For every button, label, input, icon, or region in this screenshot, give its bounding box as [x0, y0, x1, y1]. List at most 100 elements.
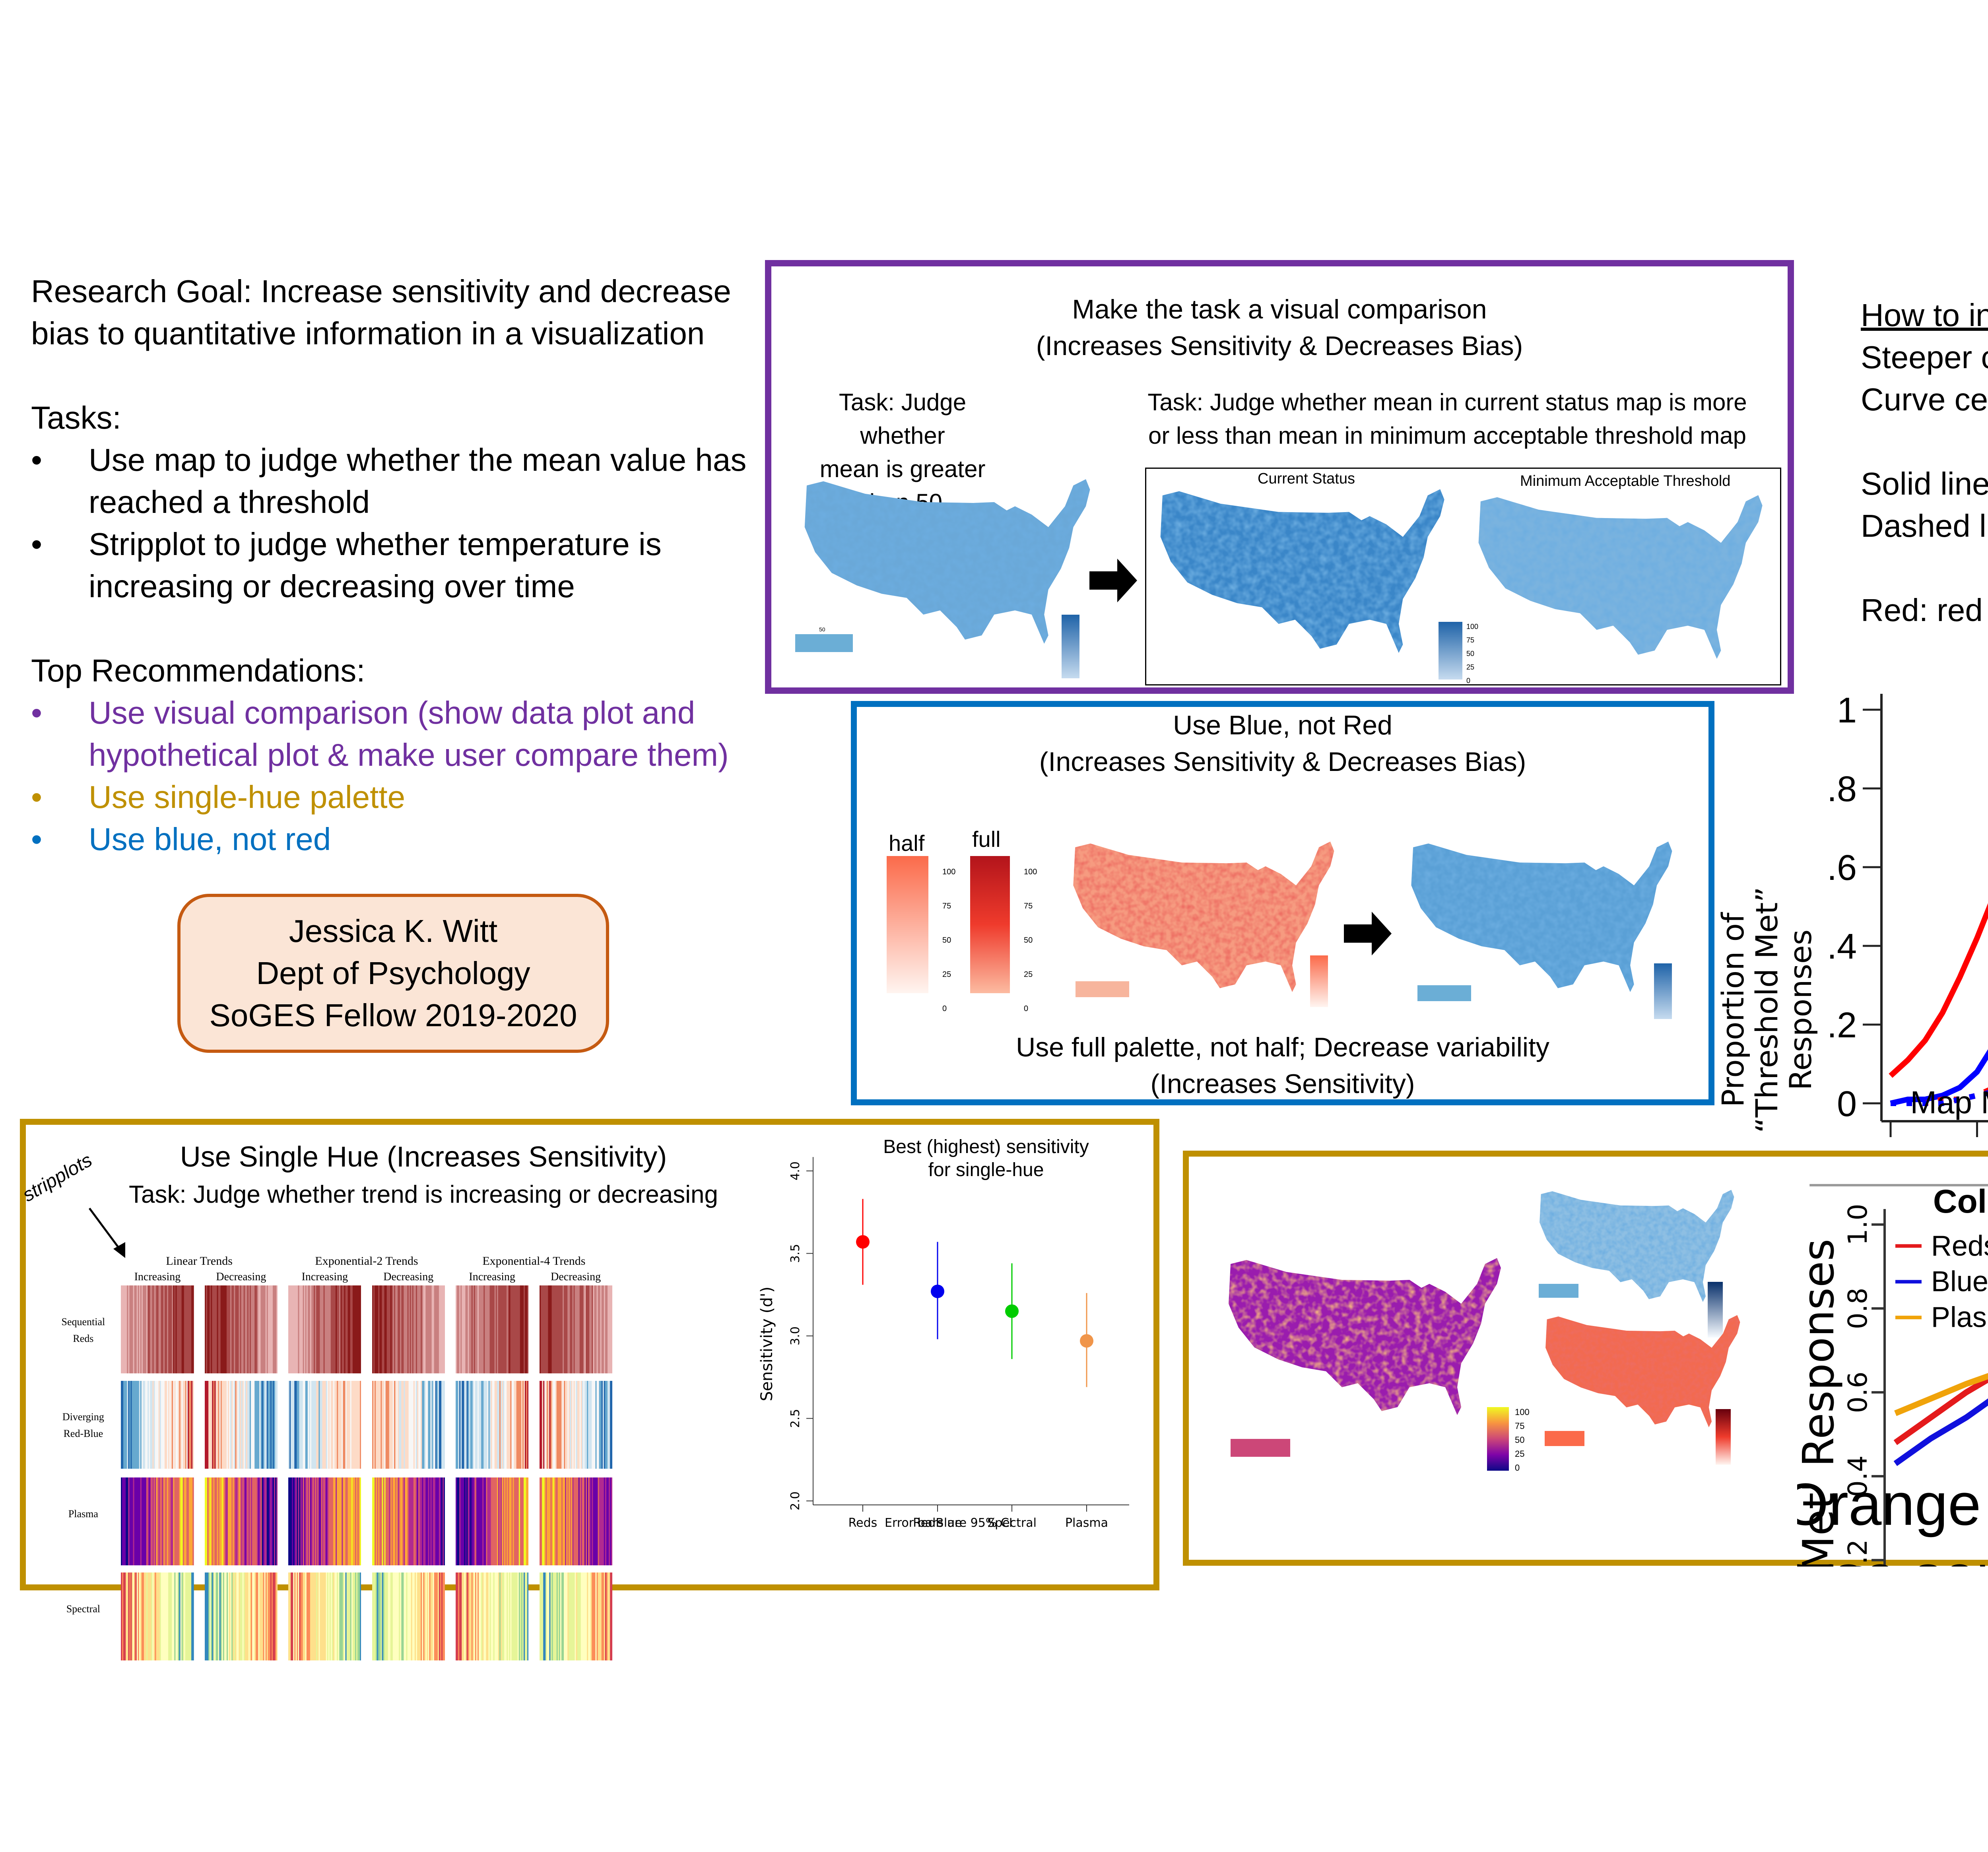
- stripplot-direction-header: Decreasing: [216, 1271, 266, 1283]
- stripplot: [121, 1477, 194, 1566]
- colorbar: [1654, 963, 1672, 1019]
- plasma-colorbar: [1487, 1407, 1509, 1471]
- stripplot-grid: Linear Trends Exponential-2 Trends Exponen…: [26, 1125, 781, 1661]
- stripplot: [372, 1572, 445, 1661]
- full-label: full: [972, 827, 1001, 852]
- legend-swatch-50: [1076, 981, 1129, 997]
- y-tick-label: 3.5: [788, 1244, 802, 1263]
- author-box: Jessica K. Witt Dept of Psychology SoGES…: [177, 894, 609, 1053]
- stripplot: [539, 1380, 612, 1469]
- task-comparison: Task: Judge whether mean in current stat…: [1147, 389, 1747, 449]
- stripplot: [456, 1477, 529, 1566]
- series-line-plasma: [1894, 1373, 1988, 1416]
- left-column: Research Goal: Increase sensitivity and …: [31, 270, 767, 860]
- annotation-line1: Orange curve less steep →: [1797, 1471, 1988, 1538]
- threshold-label: Minimum Acceptable Threshold: [1520, 473, 1731, 489]
- series-line-blue-single-map: [1890, 1049, 1988, 1106]
- color-palette-chart: Color Palette Proportion 'Threshold Met'…: [1737, 1153, 1988, 1852]
- stripplot: [288, 1572, 361, 1661]
- color-palette-svg: Color Palette Proportion 'Threshold Met'…: [1737, 1182, 1988, 1852]
- task-single-map: Task: Judge whether mean is greater than…: [819, 389, 986, 516]
- legend-swatch-50: [795, 634, 853, 652]
- y-tick-label: 1.0: [1842, 1204, 1873, 1245]
- comparison-maps-box: Current Status Minimum Acceptable Thresh…: [1145, 468, 1781, 685]
- x-axis-label: Map Mean – Threshold of 50: [1910, 1085, 1988, 1120]
- y-tick-label: .2: [1827, 1006, 1857, 1045]
- stripplot: [204, 1572, 278, 1661]
- y-tick-label: 2.5: [788, 1409, 802, 1428]
- legend-swatch-50: [1539, 1284, 1578, 1298]
- visual-comparison-panel: Make the task a visual comparison (Incre…: [765, 260, 1794, 694]
- stripplot: [288, 1285, 361, 1374]
- legend-label: Blues: [1931, 1266, 1988, 1298]
- author-name: Jessica K. Witt: [289, 913, 498, 949]
- y-tick-label: 4.0: [788, 1161, 802, 1180]
- bullet-icon: •: [31, 821, 43, 857]
- recommendations-list: • Use visual comparison (show data plot a…: [31, 692, 767, 860]
- stripplot: [288, 1477, 361, 1566]
- bullet-icon: •: [31, 526, 43, 562]
- colorbar-ticks: 100 75 50 25 0: [1515, 1407, 1530, 1473]
- task-item: • Stripplot to judge whether temperature …: [31, 523, 767, 608]
- panel-title: Make the task a visual comparison (Incre…: [1036, 294, 1523, 361]
- stripplot: [204, 1285, 278, 1374]
- data-point: [931, 1284, 944, 1298]
- chart-title: Color Palette: [1933, 1182, 1988, 1220]
- tasks-heading: Tasks:: [31, 400, 121, 435]
- red-map: [1068, 836, 1338, 1003]
- stripplot-direction-header: Increasing: [469, 1271, 515, 1283]
- recommendation-single-hue: • Use single-hue palette: [31, 776, 767, 818]
- full-palette-colorbar: [970, 856, 1010, 993]
- stripplot: [204, 1477, 278, 1566]
- stripplot-group-header: Exponential-4 Trends: [482, 1254, 586, 1268]
- y-tick-label: 1: [1837, 691, 1857, 730]
- stripplot-row-label: Diverging Red-Blue: [62, 1411, 104, 1440]
- chart-title-line2: for single-hue: [928, 1159, 1044, 1180]
- data-point: [856, 1235, 870, 1249]
- stripplot: [539, 1285, 612, 1374]
- stripplot: [456, 1380, 529, 1469]
- half-colorbar-ticks: 100 75 50 25 0: [942, 868, 956, 1013]
- legend-swatch-50: [1545, 1431, 1584, 1446]
- y-tick-label: 0: [1837, 1084, 1857, 1124]
- series-line-blue-map-comparison: [1891, 1090, 1988, 1106]
- stripplot: [456, 1285, 529, 1374]
- research-goal-line1: Research Goal: Increase sensitivity and …: [31, 274, 731, 309]
- bullet-icon: •: [31, 779, 43, 815]
- bullet-icon: •: [31, 442, 43, 478]
- chart-title-line1: Best (highest) sensitivity: [883, 1136, 1089, 1157]
- sensitivity-chart: Best (highest) sensitivity for single-hu…: [747, 1129, 1157, 1586]
- data-point: [1080, 1334, 1093, 1348]
- author-fellowship: SoGES Fellow 2019-2020: [209, 998, 577, 1033]
- stripplot: [539, 1477, 612, 1566]
- blue-not-red-panel: Use Blue, not Red (Increases Sensitivity…: [851, 701, 1714, 1105]
- arrow-right-icon: [1089, 559, 1137, 604]
- colorbar: [1439, 622, 1462, 679]
- stripplot: [372, 1285, 445, 1374]
- interpretation-notes: How to interpret Map Graphs Steeper curv…: [1861, 294, 1988, 631]
- series-line-blues: [1893, 1398, 1988, 1466]
- panel-task: Task: Judge whether trend is increasing …: [129, 1181, 718, 1208]
- arrow-right-icon: [1344, 912, 1392, 957]
- stripplot-direction-header: Decreasing: [383, 1271, 434, 1283]
- stripplot: [372, 1477, 445, 1566]
- y-tick-label: 3.0: [788, 1326, 802, 1345]
- x-tick-label: Reds: [848, 1516, 878, 1530]
- recommendation-visual-comparison: • Use visual comparison (show data plot a…: [31, 692, 767, 776]
- stripplot: [539, 1572, 612, 1661]
- sensitivity-svg: Best (highest) sensitivity for single-hu…: [758, 1136, 1129, 1530]
- y-axis-label-line1: Proportion of: [1715, 912, 1751, 1107]
- interpretation-heading: How to interpret Map Graphs: [1861, 297, 1988, 333]
- stripplot-row-label: Sequential Reds: [61, 1316, 105, 1344]
- blue-map-current-status: [1154, 487, 1448, 662]
- panel-title: Use Blue, not Red (Increases Sensitivity…: [1039, 710, 1526, 777]
- stripplot-row-label: Plasma: [68, 1508, 98, 1520]
- interpretation-line: Steeper curve → better sensitivity: [1861, 340, 1988, 375]
- author-department: Dept of Psychology: [256, 955, 530, 991]
- current-status-label: Current Status: [1258, 470, 1355, 487]
- stripplot: [288, 1380, 361, 1469]
- threshold-curves-chart: 0.2.4.6.81-20-1001020 Proportion of “Thr…: [1710, 660, 1988, 1196]
- colorbar: [1062, 615, 1079, 678]
- panel-title: Use Single Hue (Increases Sensitivity): [180, 1141, 667, 1173]
- stripplot: [456, 1572, 529, 1661]
